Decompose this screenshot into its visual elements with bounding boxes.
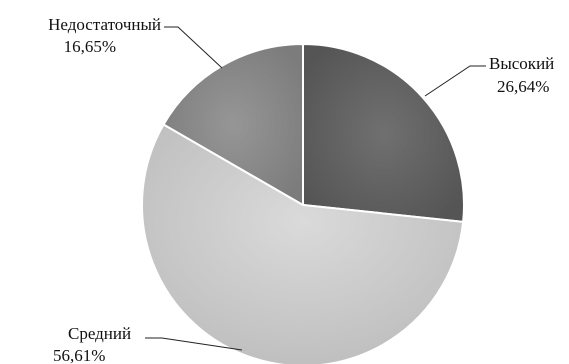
slice-value-label-1: 26,64% — [497, 77, 549, 96]
slice-label-1: Высокий — [489, 54, 554, 73]
leader-line-2 — [145, 337, 243, 351]
slice-label-3: Недостаточный — [48, 15, 161, 34]
slice-value-label-3: 16,65% — [64, 37, 116, 56]
slice-value-label-2: 56,61% — [53, 346, 105, 364]
pie-slice-3 — [162, 43, 304, 206]
leader-line-3 — [164, 26, 223, 69]
pie-slice-2 — [141, 123, 465, 364]
pie-slice-1 — [302, 43, 465, 223]
slice-label-2: Средний — [68, 324, 131, 343]
leader-line-1 — [424, 65, 486, 97]
